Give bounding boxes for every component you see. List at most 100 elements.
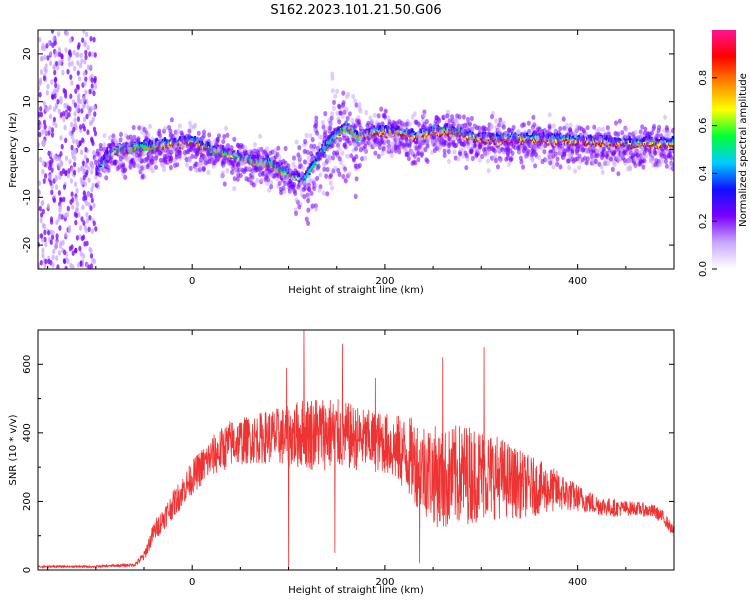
spectrogram-ridge-cell bbox=[648, 135, 651, 143]
spectrogram-halo-cell bbox=[258, 133, 263, 139]
spectrogram-halo-cell bbox=[137, 164, 141, 170]
spectrogram-halo-cell bbox=[306, 207, 311, 213]
spectrogram-ridge-cell bbox=[565, 141, 568, 145]
spectrogram-halo-cell bbox=[177, 123, 182, 129]
spectrogram-noise-cell bbox=[91, 116, 95, 122]
spectrogram-halo-cell bbox=[442, 148, 447, 154]
spectrogram-halo-cell bbox=[203, 155, 208, 161]
spectrogram-ridge-cell bbox=[563, 139, 565, 142]
spectrogram-halo-cell bbox=[309, 190, 314, 196]
spectrogram-halo-cell bbox=[575, 148, 579, 154]
spectrogram-ridge-cell bbox=[478, 136, 481, 141]
spectrogram-halo-cell bbox=[470, 155, 475, 162]
spectrogram-halo-cell bbox=[235, 176, 240, 182]
spectrogram-ridge-cell bbox=[449, 132, 452, 135]
spectrogram-noise-cell bbox=[67, 61, 72, 68]
spectrogram-halo-cell bbox=[335, 88, 340, 94]
spectrogram-noise-cell bbox=[55, 255, 59, 261]
spectrogram-halo-cell bbox=[399, 120, 404, 126]
spectrogram-ridge-cell bbox=[601, 142, 604, 145]
spectrogram-ridge-cell bbox=[262, 155, 265, 163]
spectrogram-halo-cell bbox=[149, 140, 154, 146]
spectrogram-halo-cell bbox=[304, 216, 309, 222]
spectrogram-halo-cell bbox=[501, 124, 506, 130]
spectrogram-halo-cell bbox=[119, 131, 123, 137]
spectrogram-ridge-cell bbox=[635, 145, 638, 148]
spectrogram-halo-cell bbox=[414, 145, 419, 151]
spectrogram-noise-cell bbox=[56, 64, 60, 71]
spectrogram-halo-cell bbox=[425, 158, 430, 164]
spectrogram-noise-cell bbox=[57, 190, 62, 196]
spectrogram-halo-cell bbox=[660, 158, 665, 164]
spectrogram-ridge-cell bbox=[131, 149, 134, 152]
spectrogram-noise-cell bbox=[73, 65, 77, 72]
spectrogram-noise-cell bbox=[85, 113, 89, 120]
spectrogram-halo-cell bbox=[466, 116, 470, 123]
spectrogram-ridge-cell bbox=[293, 178, 296, 181]
spectrogram-halo-cell bbox=[137, 156, 142, 162]
spectrogram-noise-cell bbox=[50, 132, 55, 138]
spectrogram-halo-cell bbox=[338, 136, 343, 142]
spectrogram-noise-cell bbox=[59, 135, 63, 141]
spectrogram-marks bbox=[38, 30, 674, 269]
spectrogram-noise-cell bbox=[68, 159, 72, 165]
spectrogram-halo-cell bbox=[283, 145, 288, 152]
spectrogram-halo-cell bbox=[335, 150, 340, 156]
spectrogram-ridge-cell bbox=[230, 155, 232, 158]
spectrogram-halo-cell bbox=[336, 103, 341, 109]
spectrogram-noise-cell bbox=[50, 219, 54, 225]
spectrogram-noise-cell bbox=[68, 106, 72, 112]
spectrogram-halo-cell bbox=[469, 149, 474, 155]
spectrogram-noise-cell bbox=[48, 113, 53, 120]
spectrogram-halo-cell bbox=[441, 142, 446, 148]
spectrogram-halo-cell bbox=[370, 118, 374, 125]
spectrogram-halo-cell bbox=[466, 144, 471, 150]
spectrogram-halo-cell bbox=[301, 165, 305, 171]
spectrogram-halo-cell bbox=[593, 158, 598, 165]
spectrogram-halo-cell bbox=[363, 144, 368, 150]
spectrogram-ridge-cell bbox=[265, 158, 268, 164]
spectrogram-ridge-cell bbox=[426, 131, 429, 135]
spectrogram-halo-cell bbox=[219, 144, 224, 150]
spectrogram-halo-cell bbox=[622, 157, 627, 163]
spectrogram-halo-cell bbox=[477, 125, 482, 131]
spectrogram-noise-cell bbox=[89, 263, 94, 269]
spectrogram-ridge-cell bbox=[668, 143, 671, 146]
spectrogram-ridge-cell bbox=[248, 154, 251, 162]
spectrogram-ridge-cell bbox=[286, 167, 289, 173]
spectrogram-halo-cell bbox=[303, 138, 308, 145]
spectrogram-noise-cell bbox=[38, 192, 41, 199]
spectrogram-ridge-cell bbox=[130, 148, 133, 151]
spectrogram-noise-cell bbox=[70, 144, 74, 151]
spectrogram-halo-cell bbox=[294, 210, 298, 216]
spectrogram-halo-cell bbox=[496, 126, 501, 132]
spectrogram-ridge-cell bbox=[434, 132, 437, 135]
spectrogram-noise-cell bbox=[88, 51, 92, 57]
spectrogram-noise-cell bbox=[91, 182, 95, 189]
spectrogram-halo-cell bbox=[496, 164, 500, 170]
spectrogram-noise-cell bbox=[39, 106, 43, 112]
spectrogram-ridge-cell bbox=[574, 140, 577, 144]
spectrogram-ridge-cell bbox=[294, 177, 297, 181]
spectrogram-noise-cell bbox=[93, 130, 98, 137]
spectrogram-ridge-cell bbox=[164, 137, 166, 145]
spectrogram-noise-cell bbox=[82, 169, 86, 175]
spectrogram-ridge-cell bbox=[384, 128, 387, 133]
spectrogram-halo-cell bbox=[187, 128, 192, 134]
spectrogram-ridge-cell bbox=[347, 127, 350, 130]
spectrogram-halo-cell bbox=[458, 151, 463, 157]
spectrogram-ridge-cell bbox=[427, 133, 430, 136]
spectrogram-ridge-cell bbox=[308, 169, 311, 174]
spectrogram-halo-cell bbox=[314, 115, 319, 121]
spectrogram-halo-cell bbox=[470, 142, 475, 148]
spectrogram-ridge-cell bbox=[543, 132, 546, 140]
spectrogram-ridge-cell bbox=[255, 161, 258, 164]
spectrogram-halo-cell bbox=[553, 128, 558, 134]
spectrogram-noise-cell bbox=[85, 212, 89, 218]
spectrogram-halo-cell bbox=[545, 157, 550, 163]
spectrogram-noise-cell bbox=[84, 162, 88, 168]
spectrogram-halo-cell bbox=[347, 171, 352, 177]
spectrogram-noise-cell bbox=[73, 117, 77, 123]
spectrogram-halo-cell bbox=[343, 144, 348, 150]
spectrogram-halo-cell bbox=[345, 153, 350, 159]
